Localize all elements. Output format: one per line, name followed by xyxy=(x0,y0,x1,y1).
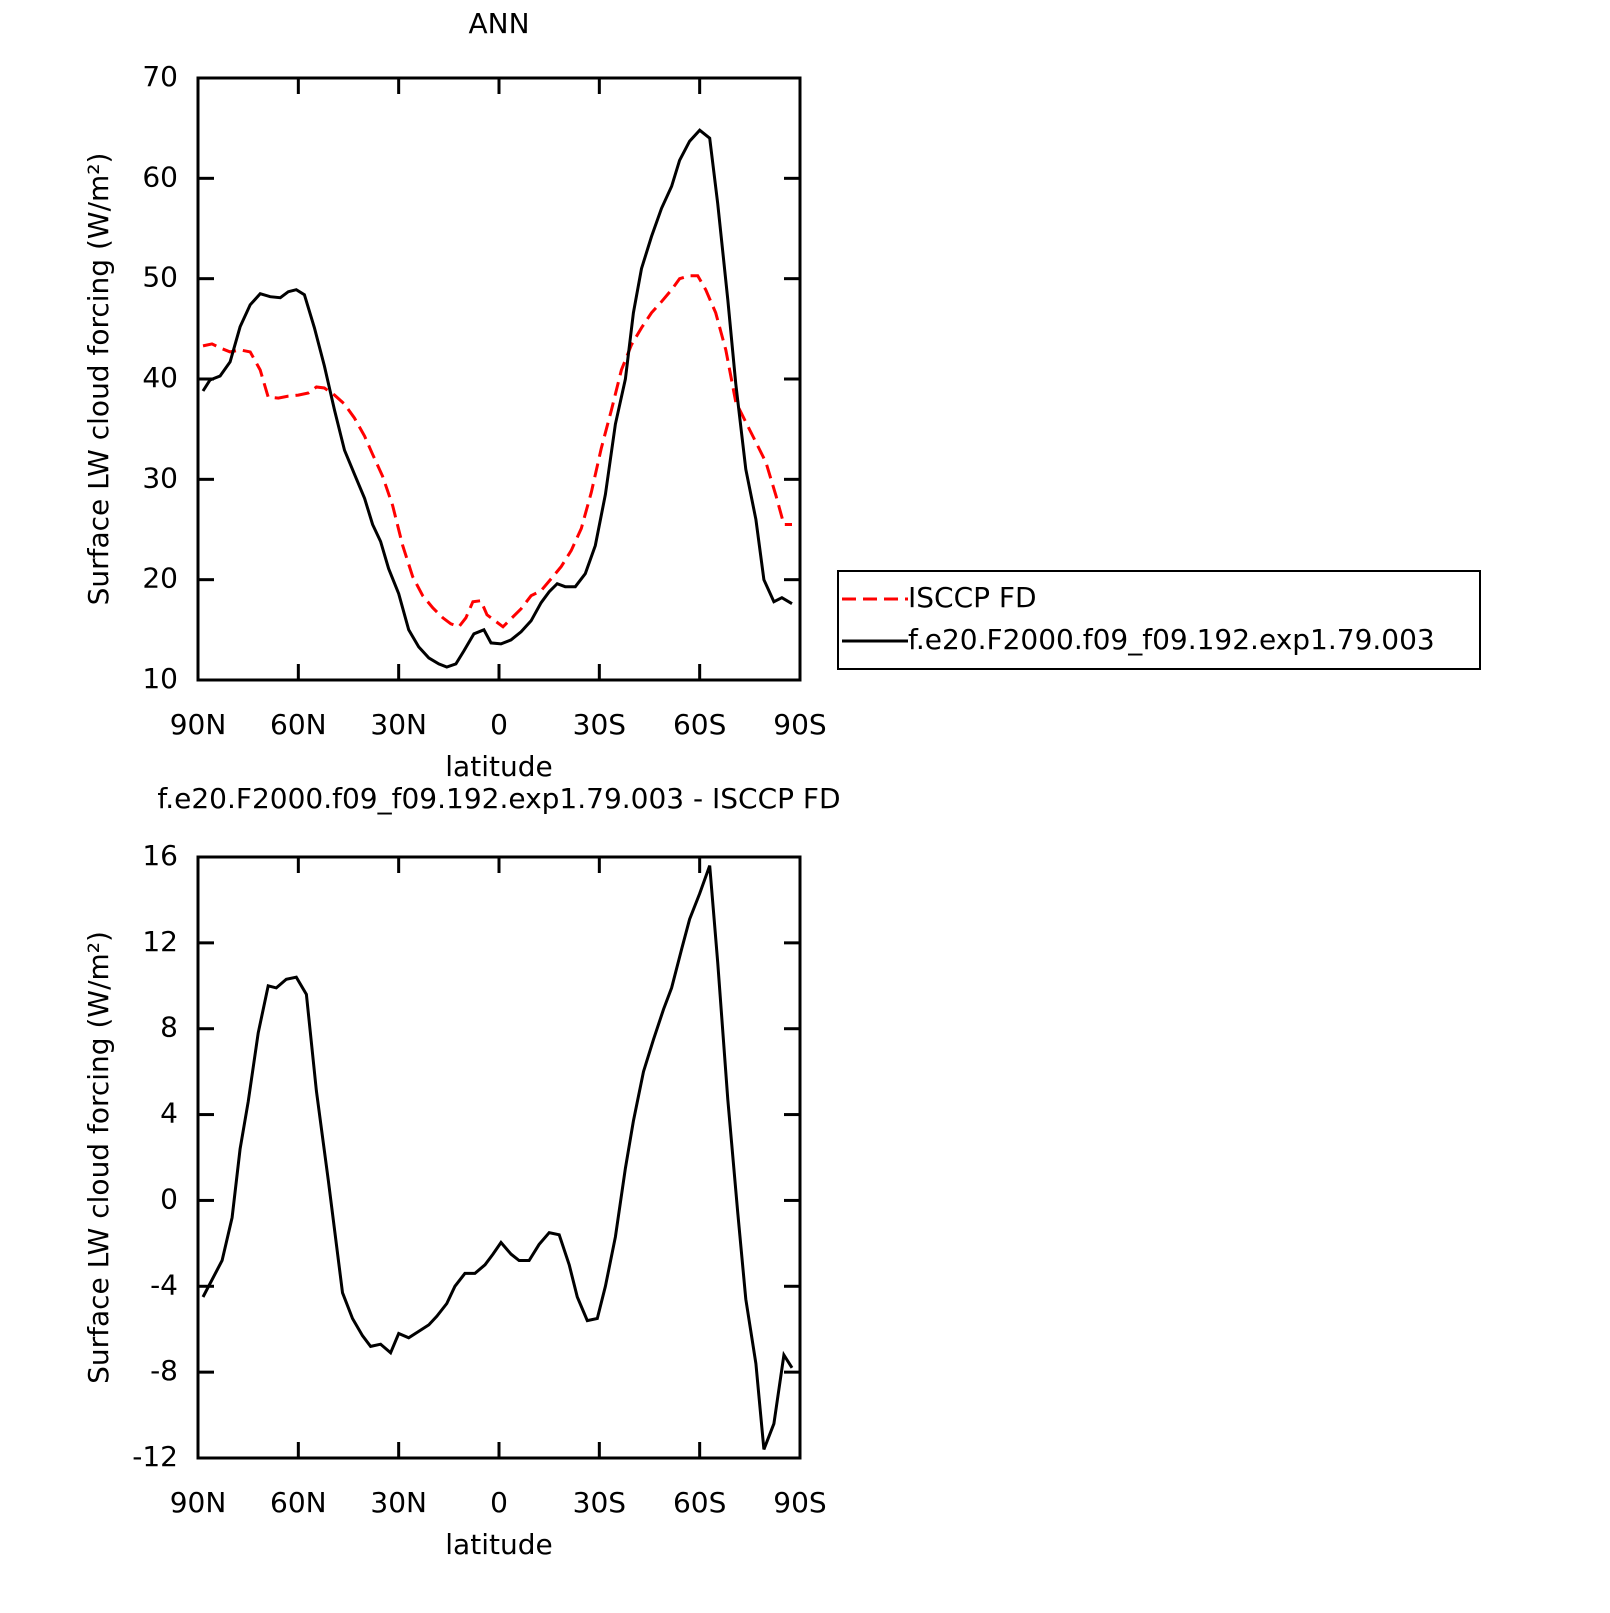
y-tick-label: -4 xyxy=(150,1268,178,1301)
y-tick-label: 40 xyxy=(142,361,178,394)
x-tick-label: 60S xyxy=(673,708,726,741)
x-tick-label: 30S xyxy=(573,1486,626,1519)
data-line xyxy=(202,274,792,629)
data-line xyxy=(201,865,794,1450)
y-tick-label: -8 xyxy=(150,1354,178,1387)
legend-label: f.e20.F2000.f09_f09.192.exp1.79.003 xyxy=(908,623,1435,656)
y-tick-label: -12 xyxy=(132,1440,178,1473)
x-tick-label: 90N xyxy=(170,708,227,741)
chart-title: ANN xyxy=(468,7,529,40)
x-axis-label: latitude xyxy=(445,1528,552,1561)
x-axis-label: latitude xyxy=(445,750,552,783)
legend-label: ISCCP FD xyxy=(908,581,1037,614)
y-tick-label: 8 xyxy=(160,1011,178,1044)
y-tick-label: 12 xyxy=(142,925,178,958)
data-line xyxy=(201,128,793,669)
x-tick-label: 60N xyxy=(270,708,327,741)
y-tick-label: 30 xyxy=(142,461,178,494)
chart-title: f.e20.F2000.f09_f09.192.exp1.79.003 - IS… xyxy=(157,782,840,815)
y-tick-label: 70 xyxy=(142,60,178,93)
x-tick-label: 90S xyxy=(773,1486,826,1519)
y-tick-label: 16 xyxy=(142,839,178,872)
y-tick-label: 0 xyxy=(160,1182,178,1215)
legend-box xyxy=(837,570,1481,670)
y-tick-label: 20 xyxy=(142,562,178,595)
x-tick-label: 0 xyxy=(490,1486,508,1519)
y-axis-label: Surface LW cloud forcing (W/m²) xyxy=(82,153,115,606)
y-axis-label: Surface LW cloud forcing (W/m²) xyxy=(82,931,115,1384)
y-tick-label: 4 xyxy=(160,1097,178,1130)
x-tick-label: 0 xyxy=(490,708,508,741)
x-tick-label: 30N xyxy=(370,708,427,741)
x-tick-label: 30N xyxy=(370,1486,427,1519)
plot-frame xyxy=(196,76,802,682)
x-tick-label: 60N xyxy=(270,1486,327,1519)
x-tick-label: 30S xyxy=(573,708,626,741)
y-tick-label: 10 xyxy=(142,662,178,695)
x-tick-label: 60S xyxy=(673,1486,726,1519)
y-tick-label: 50 xyxy=(142,261,178,294)
x-tick-label: 90S xyxy=(773,708,826,741)
x-tick-label: 90N xyxy=(170,1486,227,1519)
plot-frame xyxy=(196,855,802,1460)
y-tick-label: 60 xyxy=(142,160,178,193)
